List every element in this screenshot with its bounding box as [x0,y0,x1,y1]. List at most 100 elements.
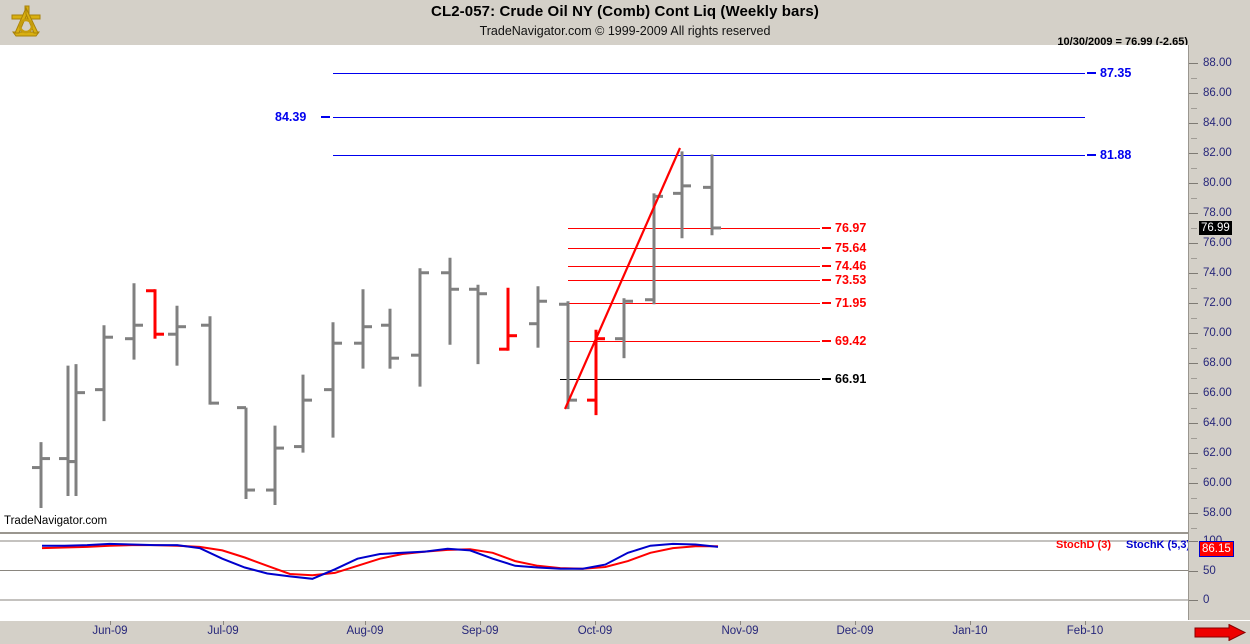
price-level-line[interactable] [568,279,820,281]
price-level-line[interactable] [568,265,820,267]
price-axis-tick [1189,392,1198,394]
price-axis-minor-tick [1191,77,1197,79]
price-level-label[interactable]: 71.95 [835,296,867,311]
price-level-marker [822,278,831,281]
ohlc-bar[interactable] [559,301,577,410]
price-axis-label: 78.00 [1203,206,1232,219]
chart-header: CL2-057: Crude Oil NY (Comb) Cont Liq (W… [0,0,1250,45]
price-axis-tick [1189,242,1198,244]
price-axis-minor-tick [1191,437,1197,439]
stochastic-axis-tick [1189,600,1198,601]
price-axis-minor-tick [1191,257,1197,259]
stochk-legend: StochK (5,3) [1126,539,1191,551]
ohlc-bar[interactable] [324,322,342,438]
date-axis-label: Aug-09 [346,625,384,637]
price-level-marker [822,247,831,250]
price-level-marker [1087,71,1096,74]
price-level-label[interactable]: 76.97 [835,221,867,236]
price-axis-label: 76.00 [1203,236,1232,249]
date-axis-tick [970,621,971,625]
ohlc-bar[interactable] [201,316,219,405]
date-axis-tick [740,621,741,625]
price-level-line[interactable] [568,248,820,250]
price-axis-label: 74.00 [1203,266,1232,279]
price-axis-minor-tick [1191,377,1197,379]
stochastic-axis-tick [1189,570,1198,572]
date-axis-label: Jul-09 [207,625,239,637]
stochastic-pane[interactable] [0,533,1188,620]
ohlc-bar[interactable] [499,287,517,351]
price-axis-tick [1189,152,1198,154]
price-axis-tick [1189,212,1198,214]
price-level-line[interactable] [333,154,1085,156]
ohlc-bar[interactable] [125,283,143,360]
price-level-marker [822,378,831,380]
ohlc-bar[interactable] [168,305,186,366]
price-axis-label: 86.00 [1203,86,1232,99]
red-right-arrow-icon[interactable] [1193,624,1247,641]
ohlc-bar[interactable] [673,151,691,239]
price-axis-tick [1189,182,1198,184]
ohlc-bar[interactable] [529,286,547,348]
price-level-marker [822,227,831,230]
date-axis[interactable]: Jun-09 Jul-09 Aug-09 Sep-09 Oct-09 Nov-09 Dec-… [0,620,1250,644]
ohlc-bar[interactable] [587,329,605,416]
price-axis-label: 82.00 [1203,146,1232,159]
date-axis-tick [480,621,481,625]
ohlc-bar[interactable] [615,298,633,359]
price-level-line[interactable] [333,117,1085,119]
stochk-curve[interactable] [42,542,719,580]
ohlc-bar[interactable] [703,154,721,236]
price-axis-label: 80.00 [1203,176,1232,189]
price-level-label[interactable]: 66.91 [835,372,867,386]
price-level-label[interactable]: 74.46 [835,258,867,273]
price-axis-tick [1189,512,1198,514]
price-axis-label: 88.00 [1203,56,1232,69]
ohlc-bar[interactable] [237,406,255,500]
ohlc-bar[interactable] [67,364,85,497]
price-level-line[interactable] [333,72,1085,74]
ohlc-bar[interactable] [294,374,312,453]
price-axis-label: 62.00 [1203,446,1232,459]
ohlc-bar[interactable] [645,193,663,305]
price-level-label[interactable]: 75.64 [835,241,867,256]
price-axis-tick [1189,92,1198,94]
price-level-line[interactable] [568,228,820,230]
stochastic-axis-tick [1189,541,1198,542]
date-axis-label: Dec-09 [836,625,874,637]
price-axis-label: 58.00 [1203,506,1232,519]
trendline[interactable] [563,147,682,410]
ohlc-bar[interactable] [32,442,50,509]
price-level-marker [321,116,330,119]
price-drawing-layer [0,45,1188,532]
date-axis-tick [365,621,366,625]
last-price-tag: 76.99 [1199,220,1232,235]
price-level-label[interactable]: 87.35 [1100,65,1132,80]
price-level-label[interactable]: 69.42 [835,334,867,349]
ohlc-bar[interactable] [59,365,77,497]
price-axis[interactable]: 88.00 86.00 84.00 82.00 80.00 78.00 76.00 74.00… [1188,45,1250,620]
price-level-label[interactable]: 73.53 [835,272,867,287]
price-axis-tick [1189,362,1198,364]
price-axis-tick [1189,452,1198,454]
ohlc-bar[interactable] [266,425,284,506]
price-axis-minor-tick [1191,197,1197,199]
ohlc-bar[interactable] [146,289,164,339]
price-level-line[interactable] [568,303,820,305]
ohlc-bar[interactable] [354,289,372,369]
ohlc-bar[interactable] [411,268,429,387]
ohlc-bar[interactable] [469,284,487,365]
price-level-line[interactable] [560,379,820,380]
price-level-line[interactable] [568,341,820,343]
price-axis-tick [1189,482,1198,484]
ohlc-bar[interactable] [95,325,113,422]
price-level-label[interactable]: 84.39 [275,110,307,125]
ohlc-bar[interactable] [441,257,459,345]
price-axis-tick [1189,422,1198,424]
ohlc-bar[interactable] [381,308,399,369]
date-axis-tick [1085,621,1086,625]
price-chart-pane[interactable]: TradeNavigator.com [0,45,1188,533]
price-axis-label: 64.00 [1203,416,1232,429]
price-level-label[interactable]: 81.88 [1100,147,1132,162]
price-level-marker [822,264,831,267]
